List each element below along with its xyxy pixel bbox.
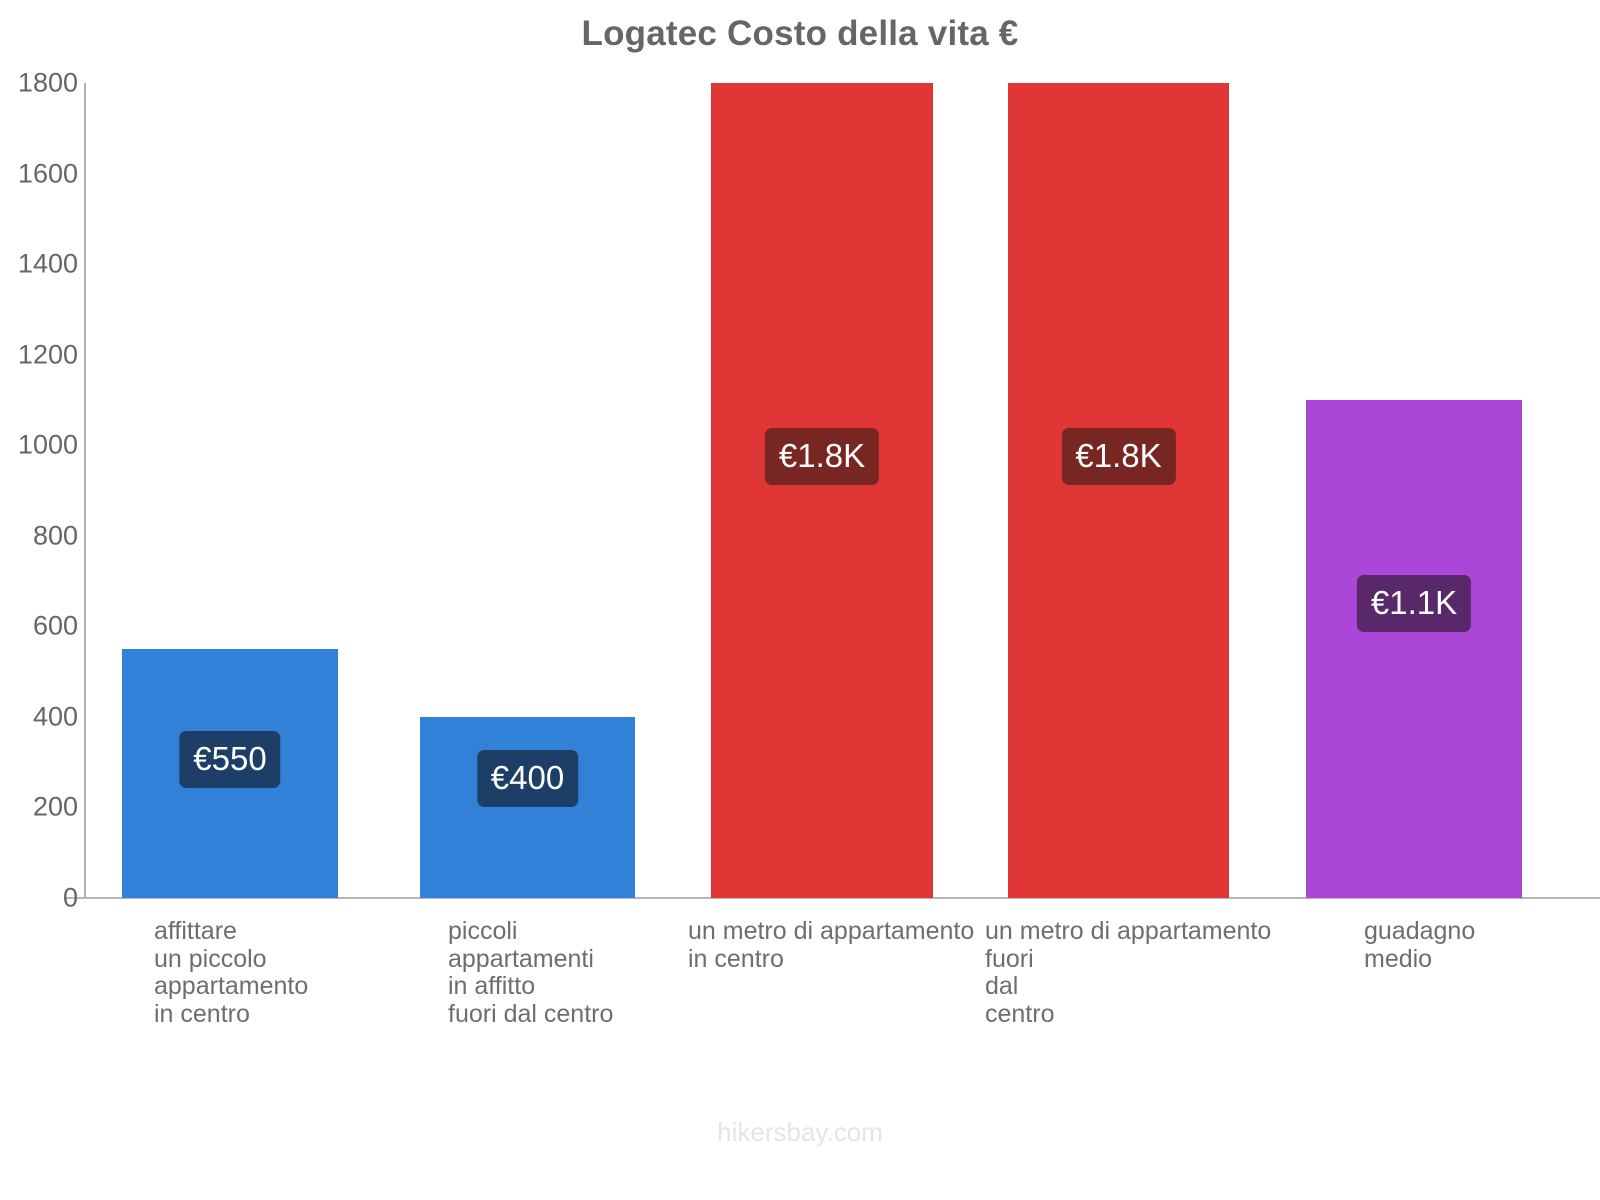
x-axis-category-labels: affittare un piccolo appartamento in cen…	[0, 917, 1600, 1098]
bar[interactable]: €400	[420, 716, 635, 898]
y-axis-tick-label: 1800	[17, 67, 78, 98]
y-axis-tick-label: 800	[32, 520, 78, 551]
bar-value-label: €400	[476, 749, 579, 807]
y-axis-tick-label: 0	[62, 882, 78, 913]
bar-value-label: €1.8K	[764, 428, 880, 485]
y-axis-tick-label: 1200	[17, 339, 78, 370]
bar[interactable]: €1.1K	[1306, 399, 1522, 898]
bar-value-label: €550	[179, 730, 281, 788]
bars-layer: €550 €400 €1.8K €1.8K €1.1K	[122, 83, 1522, 898]
chart-title: Logatec Costo della vita €	[581, 14, 1019, 53]
y-axis-tick-label: 200	[32, 791, 78, 822]
x-axis-category-label: affittare un piccolo appartamento in cen…	[154, 917, 309, 1028]
y-axis-tick-labels: 0 200 400 600 800 1000 1200 1400 1600 1800	[0, 0, 78, 1200]
y-axis-tick-label: 600	[32, 610, 78, 641]
x-axis-baseline	[64, 897, 1600, 899]
y-axis-tick-label: 1400	[17, 248, 78, 279]
y-axis-tick-label: 1600	[17, 158, 78, 189]
footer-watermark: hikersbay.com	[717, 1117, 883, 1147]
y-axis-line	[84, 83, 86, 898]
bar-value-label: €1.8K	[1061, 428, 1176, 485]
x-axis-category-label: piccoli appartamenti in affitto fuori da…	[448, 917, 614, 1028]
bar-value-label: €1.1K	[1356, 574, 1472, 632]
x-axis-category-label: un metro di appartamento fuori dal centr…	[985, 917, 1272, 1028]
y-axis-tick-label: 1000	[17, 429, 78, 460]
bar[interactable]: €1.8K	[1008, 83, 1229, 898]
bar[interactable]: €550	[122, 648, 338, 898]
x-axis-category-label: guadagno medio	[1364, 917, 1476, 973]
x-axis-category-label: un metro di appartamento in centro	[688, 917, 975, 973]
bar[interactable]: €1.8K	[711, 83, 933, 898]
y-axis-tick-label: 400	[32, 701, 78, 732]
